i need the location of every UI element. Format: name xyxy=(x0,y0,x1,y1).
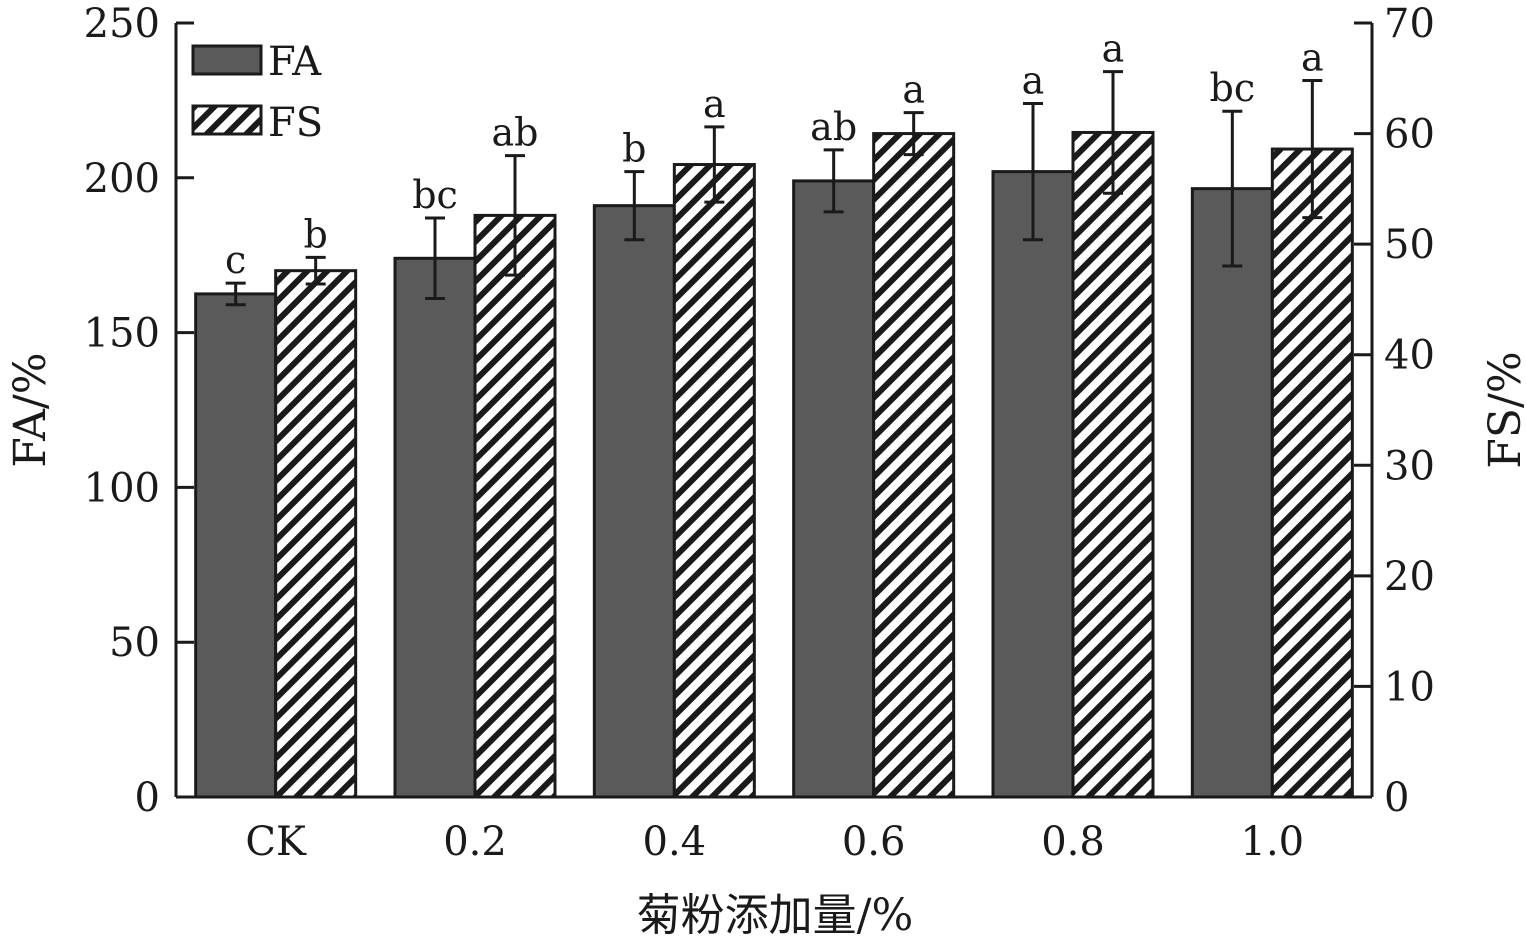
y2-tick-label: 60 xyxy=(1384,112,1435,158)
significance-label: a xyxy=(1022,58,1045,102)
legend-swatch-fs xyxy=(191,104,263,136)
y2-tick-label: 30 xyxy=(1384,443,1435,489)
y2-tick-label: 70 xyxy=(1384,1,1435,47)
plot-area: 050100150200250010203040506070CKcb0.2bca… xyxy=(84,1,1435,865)
legend-label-fa: FA xyxy=(268,39,322,85)
x-axis-title: 菊粉添加量/% xyxy=(637,890,914,941)
x-tick-label: 0.2 xyxy=(443,819,507,865)
y2-tick-label: 20 xyxy=(1384,554,1435,600)
y2-tick-label: 0 xyxy=(1384,775,1409,821)
bar-fa xyxy=(393,256,477,799)
y-tick-label: 100 xyxy=(84,465,160,511)
legend-label-fs: FS xyxy=(268,100,323,146)
bar-fa xyxy=(1190,187,1274,799)
y2-axis-title: FS/% xyxy=(1480,351,1526,468)
y2-tick-label: 10 xyxy=(1384,664,1435,710)
bar-fa xyxy=(792,179,876,799)
significance-label: a xyxy=(1102,27,1125,71)
significance-label: b xyxy=(622,127,646,171)
x-tick-label: 0.6 xyxy=(842,819,906,865)
x-tick-label: 1.0 xyxy=(1241,819,1305,865)
bar-fs xyxy=(672,163,756,799)
significance-label: b xyxy=(304,212,328,256)
significance-label: ab xyxy=(810,105,857,149)
bar-fs xyxy=(872,132,956,799)
significance-label: ab xyxy=(492,111,539,155)
y-tick-label: 50 xyxy=(109,620,160,666)
significance-label: a xyxy=(1301,35,1324,79)
y2-tick-label: 50 xyxy=(1384,222,1435,268)
significance-label: a xyxy=(703,82,726,126)
bar-fa xyxy=(592,204,676,799)
bar-fa xyxy=(194,292,278,799)
legend-swatch-fa xyxy=(191,44,263,76)
bar-fa xyxy=(991,170,1075,799)
significance-label: bc xyxy=(1210,66,1256,110)
y-tick-label: 200 xyxy=(84,156,160,202)
significance-label: a xyxy=(902,68,925,112)
y2-tick-label: 40 xyxy=(1384,333,1435,379)
x-tick-label: 0.8 xyxy=(1041,819,1105,865)
y-tick-label: 150 xyxy=(84,311,160,357)
y-tick-label: 0 xyxy=(135,775,160,821)
significance-label: c xyxy=(225,238,246,282)
bar-fs xyxy=(473,213,557,799)
bar-fs xyxy=(1270,147,1354,799)
y-tick-label: 250 xyxy=(84,1,160,47)
x-tick-label: 0.4 xyxy=(643,819,707,865)
significance-label: bc xyxy=(412,173,458,217)
y-axis-title: FA/% xyxy=(5,352,56,467)
legend: FA FS xyxy=(191,39,323,146)
bar-fs xyxy=(274,269,358,799)
bar-fs xyxy=(1071,130,1155,799)
x-tick-label: CK xyxy=(245,819,307,865)
